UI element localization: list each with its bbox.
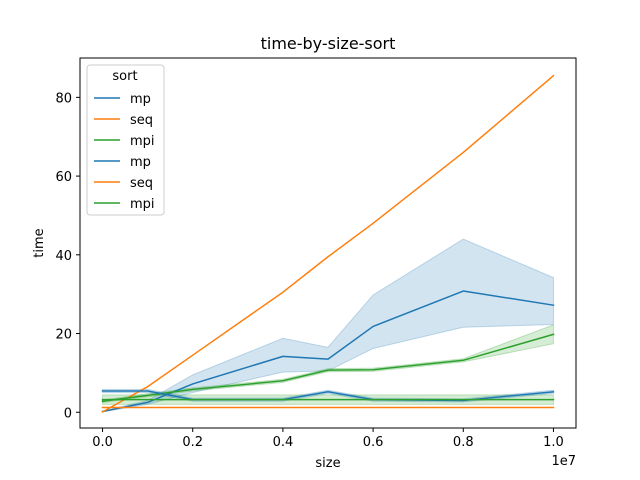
legend-label-mp: mp [130,155,151,170]
legend-label-seq: seq [130,176,153,191]
plot-frame [79,57,577,429]
x-tick-label: 1.0 [543,435,564,450]
chart-title: time-by-size-sort [261,34,396,53]
y-tick-label: 40 [55,249,72,264]
y-tick-label: 80 [55,91,72,106]
legend-label-mpi: mpi [130,197,155,212]
y-tick-label: 60 [55,170,72,185]
legend: sort mp seq mpi mp seq mpi [86,64,165,216]
x-axis: 0.0 0.2 0.4 0.6 0.8 1.0 [92,428,564,450]
series-line-mpi-3 [101,333,555,403]
y-tick-label: 0 [64,406,72,421]
legend-label-seq: seq [130,113,153,128]
legend-label-mpi: mpi [130,134,155,149]
x-tick-label: 0.8 [453,435,474,450]
ci-band-mp-4 [102,388,554,403]
legend-label-mp: mp [130,92,151,107]
x-tick-label: 0.2 [182,435,203,450]
x-axis-label: size [315,456,340,471]
series-lines [101,74,555,413]
y-tick-label: 20 [55,328,72,343]
x-tick-label: 0.4 [273,435,294,450]
legend-items: mp seq mpi mp seq mpi [94,92,155,212]
y-axis: 0 20 40 60 80 [55,91,80,421]
series-line-seq-2 [101,74,555,413]
x-tick-label: 0.0 [92,435,113,450]
y-axis-label: time [32,228,47,257]
x-tick-label: 0.6 [363,435,384,450]
legend-box [86,64,165,216]
legend-title: sort [112,69,137,84]
x-offset-label: 1e7 [551,454,576,469]
